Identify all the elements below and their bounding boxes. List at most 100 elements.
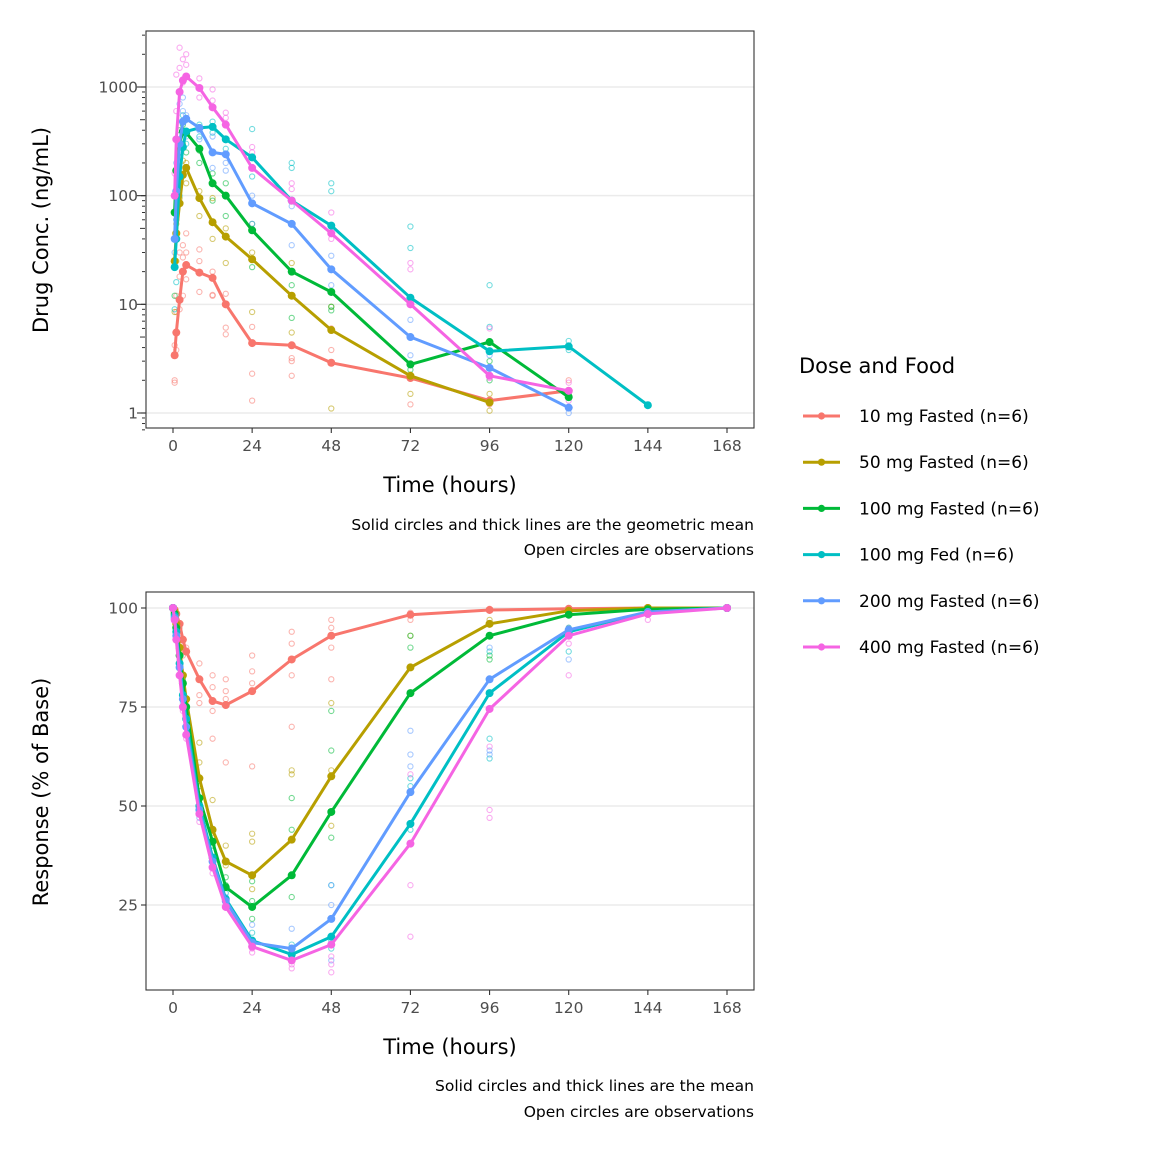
observation-point bbox=[407, 316, 414, 323]
observation-point bbox=[196, 159, 203, 167]
observation-point bbox=[328, 282, 335, 289]
observation-point bbox=[248, 668, 256, 675]
y-tick-label: 75 bbox=[118, 699, 138, 717]
pd-panel: 0 24 48 72 96 120 144 168 25 50 75 100 Response (% … bbox=[29, 591, 755, 1121]
y-tick-label: 100 bbox=[108, 600, 138, 618]
mean-point bbox=[248, 871, 257, 880]
mean-point bbox=[485, 398, 494, 407]
observation-point bbox=[328, 834, 335, 841]
observation-point bbox=[288, 925, 295, 932]
observation-point bbox=[486, 652, 493, 659]
observation-point bbox=[288, 628, 295, 635]
mean-point bbox=[564, 403, 573, 412]
mean-point bbox=[564, 631, 573, 640]
observation-point bbox=[209, 707, 216, 715]
observation-point bbox=[407, 632, 414, 639]
observation-point bbox=[288, 794, 295, 802]
observation-point bbox=[288, 282, 295, 289]
observation-point bbox=[248, 680, 256, 687]
legend-label: 100 mg Fasted (n=6) bbox=[859, 499, 1040, 519]
mean-point bbox=[182, 647, 191, 656]
observation-point bbox=[486, 648, 493, 655]
pk-mean-lines bbox=[170, 72, 652, 412]
observation-point bbox=[183, 276, 190, 283]
mean-point bbox=[406, 293, 415, 302]
x-tick-label: 168 bbox=[712, 999, 742, 1017]
observation-point bbox=[179, 107, 187, 115]
x-tick-label: 48 bbox=[321, 437, 341, 455]
mean-point bbox=[248, 255, 257, 264]
observation-point bbox=[486, 390, 493, 398]
y-tick-label: 50 bbox=[118, 798, 138, 816]
y-tick-label: 1000 bbox=[99, 79, 138, 97]
legend-item: 400 mg Fasted (n=6) bbox=[803, 638, 1040, 658]
observation-point bbox=[486, 814, 493, 822]
mean-point bbox=[221, 857, 230, 866]
observation-point bbox=[565, 648, 572, 655]
observation-point bbox=[328, 303, 335, 310]
observation-point bbox=[248, 249, 256, 256]
mean-point bbox=[287, 219, 296, 228]
observation-point bbox=[222, 842, 229, 849]
observation-point bbox=[248, 838, 256, 845]
observation-point bbox=[328, 209, 335, 216]
pd-x-axis-title: Time (hours) bbox=[382, 1035, 517, 1059]
mean-point bbox=[208, 148, 217, 157]
observation-point bbox=[222, 331, 229, 338]
observation-point bbox=[196, 136, 203, 143]
observation-point bbox=[486, 407, 493, 414]
x-tick-label: 120 bbox=[554, 437, 584, 455]
observation-point bbox=[288, 893, 295, 901]
mean-point bbox=[327, 631, 336, 640]
observation-point bbox=[486, 644, 493, 651]
mean-point bbox=[248, 902, 257, 911]
observation-point bbox=[209, 97, 216, 104]
observation-point bbox=[222, 324, 229, 331]
mean-point bbox=[170, 351, 179, 360]
observation-point bbox=[328, 252, 335, 259]
observation-point bbox=[196, 246, 203, 253]
mean-point bbox=[327, 807, 336, 816]
legend-item: 50 mg Fasted (n=6) bbox=[803, 453, 1029, 473]
observation-point bbox=[328, 405, 335, 412]
mean-point bbox=[178, 703, 187, 711]
legend-label: 200 mg Fasted (n=6) bbox=[859, 592, 1040, 612]
observation-point bbox=[222, 759, 229, 766]
observation-point bbox=[486, 656, 493, 663]
mean-point bbox=[170, 191, 179, 200]
observation-point bbox=[209, 684, 216, 691]
observation-point bbox=[209, 735, 216, 742]
observation-point bbox=[328, 624, 335, 631]
observation-point bbox=[486, 806, 493, 814]
pk-panel: 0 24 48 72 96 120 144 168 1 10 100 1000 Drug Conc. … bbox=[29, 30, 755, 559]
mean-point bbox=[287, 196, 296, 205]
observation-point bbox=[407, 244, 414, 252]
observation-point bbox=[222, 290, 229, 297]
mean-point bbox=[287, 291, 296, 300]
observation-point bbox=[196, 660, 203, 667]
y-tick-label: 1 bbox=[128, 405, 138, 423]
mean-point bbox=[182, 114, 191, 123]
y-tick-label: 10 bbox=[118, 296, 138, 314]
observation-point bbox=[328, 969, 335, 976]
observation-point bbox=[565, 672, 572, 679]
observation-point bbox=[209, 796, 216, 804]
mean-point bbox=[221, 300, 230, 309]
pd-mean-lines bbox=[169, 604, 731, 965]
observation-point bbox=[171, 292, 178, 299]
mean-point bbox=[327, 358, 336, 367]
observation-point bbox=[288, 358, 295, 365]
observation-point bbox=[222, 159, 229, 167]
mean-point bbox=[564, 386, 573, 395]
legend-item: 100 mg Fed (n=6) bbox=[803, 546, 1014, 566]
mean-point bbox=[406, 819, 415, 828]
observation-point bbox=[486, 743, 493, 750]
observation-point bbox=[209, 133, 216, 140]
observation-point bbox=[486, 751, 493, 758]
mean-point bbox=[182, 163, 191, 172]
legend-label: 100 mg Fed (n=6) bbox=[859, 546, 1014, 566]
mean-point bbox=[406, 839, 415, 848]
x-tick-label: 120 bbox=[554, 999, 584, 1017]
observation-point bbox=[288, 965, 295, 972]
mean-point bbox=[182, 72, 191, 81]
